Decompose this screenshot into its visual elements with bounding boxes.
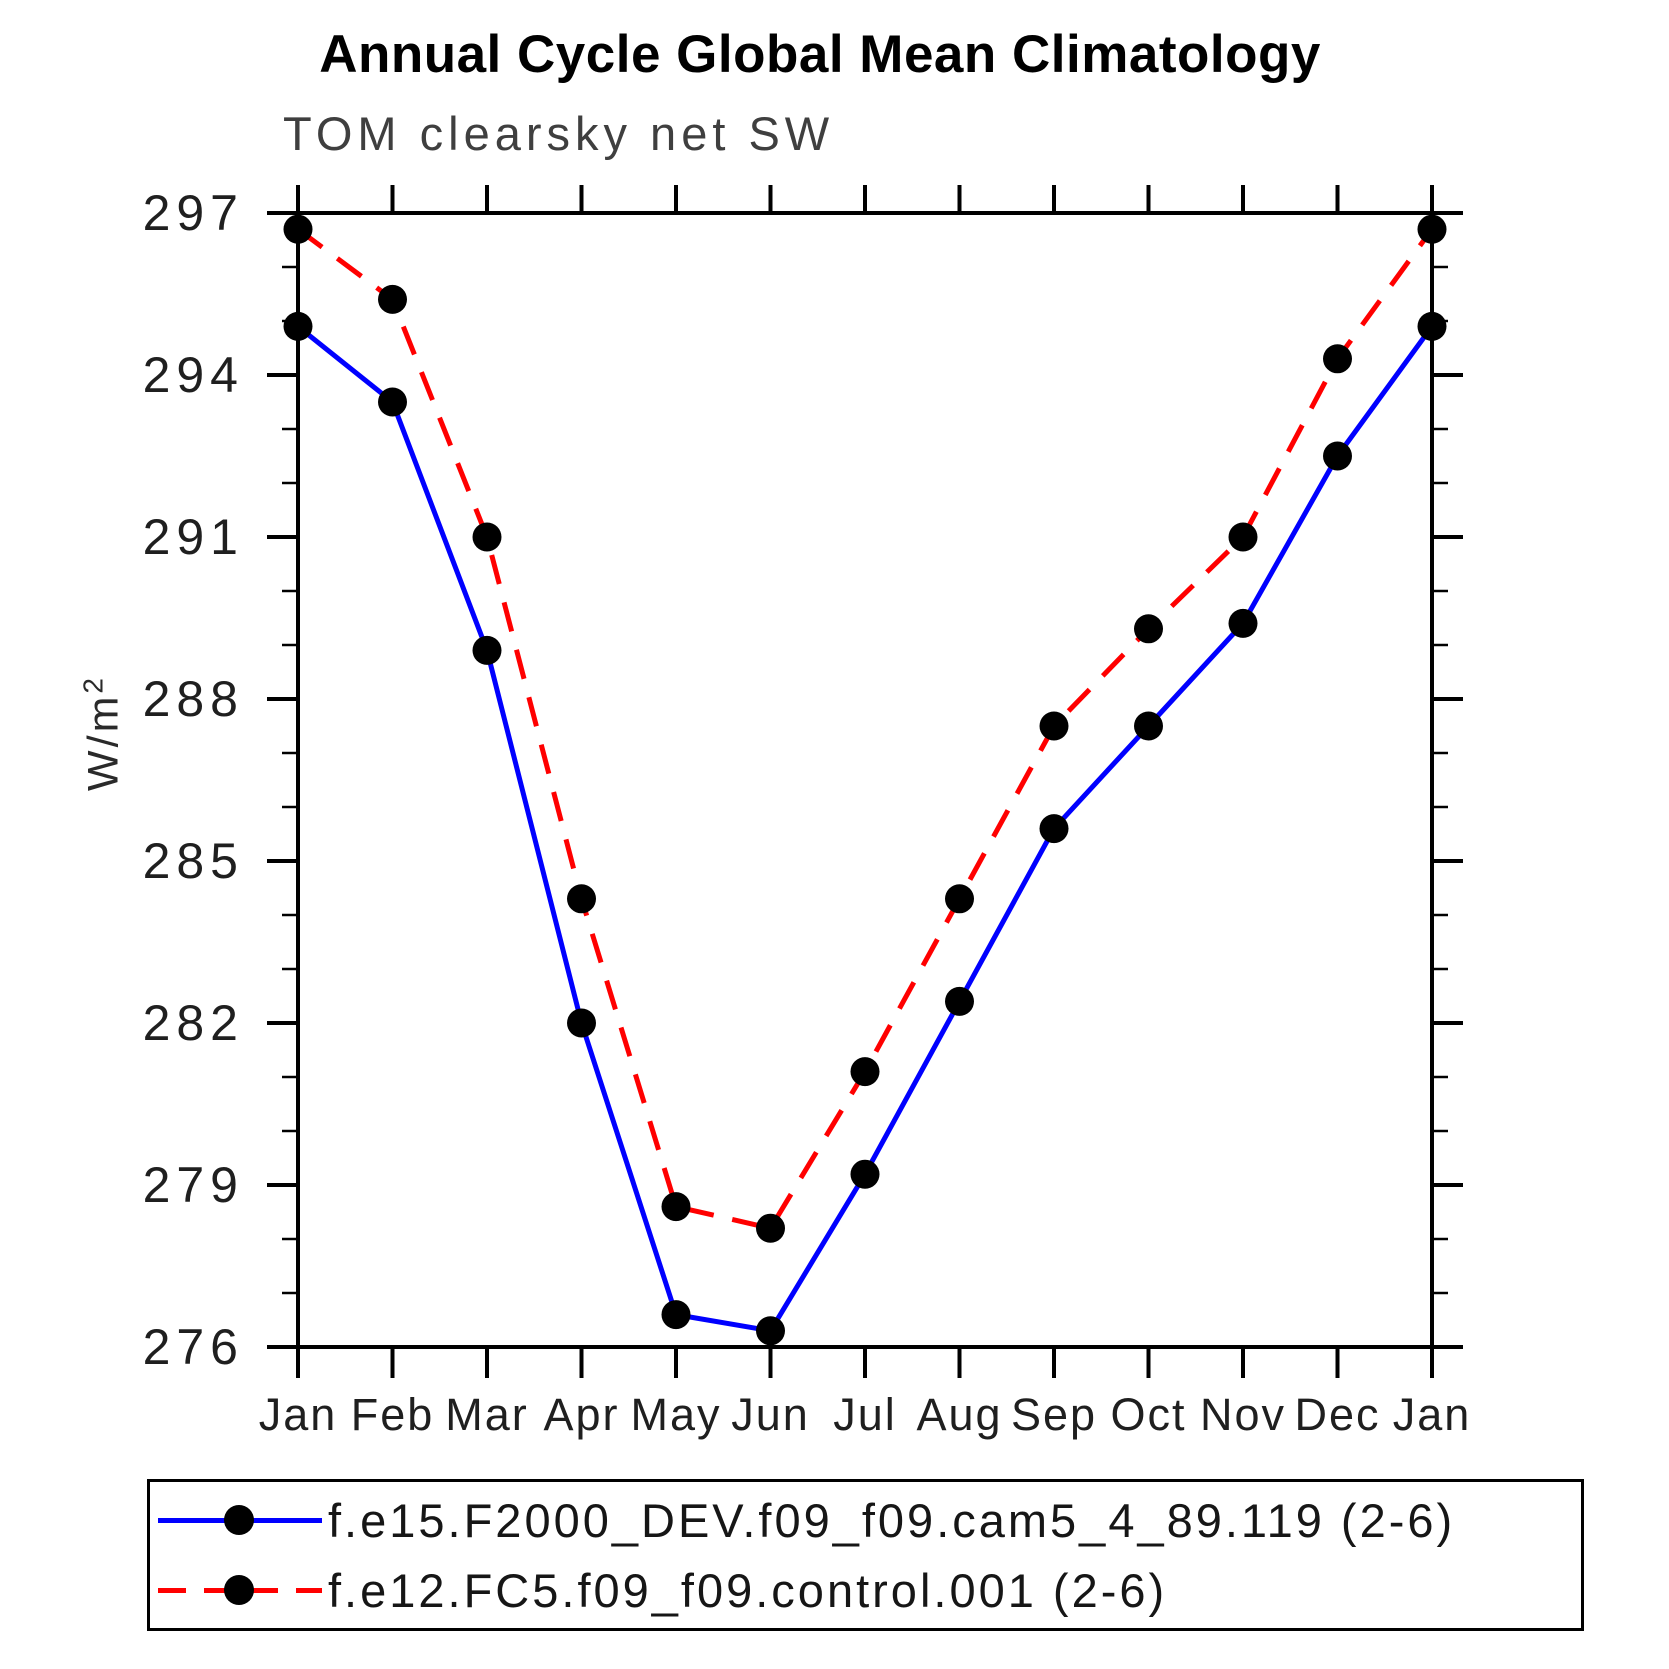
data-point-marker bbox=[1039, 814, 1069, 844]
data-point-marker bbox=[567, 884, 596, 914]
data-point-marker bbox=[850, 1057, 880, 1087]
plot-frame bbox=[296, 211, 1434, 1349]
data-point-marker bbox=[1134, 614, 1163, 644]
data-point-marker bbox=[1323, 344, 1352, 374]
data-point-marker bbox=[378, 284, 407, 314]
data-point-marker bbox=[756, 1213, 785, 1243]
y-axis-tick-label: 294 bbox=[143, 347, 244, 403]
data-point-marker bbox=[1228, 608, 1258, 638]
x-axis-tick-label: Mar bbox=[445, 1389, 529, 1440]
legend-marker-dot-icon bbox=[224, 1505, 254, 1535]
legend-box: f.e15.F2000_DEV.f09_f09.cam5_4_89.119 (2… bbox=[147, 1479, 1584, 1631]
data-point-marker bbox=[1417, 214, 1447, 244]
chart-subtitle: TOM clearsky net SW bbox=[283, 107, 835, 160]
chart-title: Annual Cycle Global Mean Climatology bbox=[319, 25, 1321, 84]
x-axis-tick-label: Jul bbox=[833, 1389, 897, 1440]
x-axis-tick-label: Sep bbox=[1011, 1389, 1097, 1440]
data-point-marker bbox=[1323, 441, 1352, 471]
x-axis-tick-label: May bbox=[630, 1389, 721, 1440]
legend-row-series-2: f.e12.FC5.f09_f09.control.001 (2-6) bbox=[158, 1555, 1581, 1625]
x-axis-tick-label: Jun bbox=[731, 1389, 810, 1440]
y-axis-tick-label: 291 bbox=[143, 509, 244, 565]
data-point-marker bbox=[567, 1008, 596, 1038]
x-axis-tick-label: Feb bbox=[351, 1389, 435, 1440]
legend-label-series-1: f.e15.F2000_DEV.f09_f09.cam5_4_89.119 (2… bbox=[328, 1493, 1456, 1547]
x-axis-tick-label: Aug bbox=[916, 1389, 1002, 1440]
y-axis-tick-label: 285 bbox=[143, 833, 244, 889]
data-point-marker bbox=[472, 522, 502, 552]
x-axis-tick-label: Jan bbox=[1393, 1389, 1472, 1440]
data-point-marker bbox=[1228, 522, 1258, 552]
data-point-marker bbox=[945, 884, 974, 914]
x-axis-tick-label: Oct bbox=[1110, 1389, 1186, 1440]
legend-marker-dot-icon bbox=[224, 1575, 254, 1605]
data-point-marker bbox=[756, 1316, 785, 1346]
data-point-marker bbox=[1417, 311, 1447, 341]
data-point-marker bbox=[945, 986, 974, 1016]
data-point-marker bbox=[661, 1300, 691, 1330]
y-axis-tick-label: 282 bbox=[143, 995, 244, 1051]
data-point-marker bbox=[283, 214, 313, 244]
legend-sample-series-1 bbox=[158, 1505, 322, 1535]
legend-label-series-2: f.e12.FC5.f09_f09.control.001 (2-6) bbox=[328, 1563, 1168, 1617]
data-point-marker bbox=[472, 635, 502, 665]
data-point-marker bbox=[661, 1192, 691, 1222]
x-axis-tick-label: Dec bbox=[1294, 1389, 1380, 1440]
data-point-marker bbox=[1039, 711, 1069, 741]
legend-row-series-1: f.e15.F2000_DEV.f09_f09.cam5_4_89.119 (2… bbox=[158, 1485, 1581, 1555]
x-axis-tick-label: Jan bbox=[259, 1389, 338, 1440]
data-point-marker bbox=[283, 311, 313, 341]
y-axis-tick-label: 279 bbox=[143, 1157, 244, 1213]
data-point-marker bbox=[378, 387, 407, 417]
y-axis-tick-label: 288 bbox=[143, 671, 244, 727]
y-axis-tick-label: 276 bbox=[143, 1319, 244, 1375]
y-axis-tick-label: 297 bbox=[143, 185, 244, 241]
data-point-marker bbox=[1134, 711, 1163, 741]
data-point-marker bbox=[850, 1159, 880, 1189]
x-axis-tick-label: Apr bbox=[543, 1389, 619, 1440]
legend-sample-series-2 bbox=[158, 1575, 322, 1605]
x-axis-tick-label: Nov bbox=[1200, 1389, 1286, 1440]
